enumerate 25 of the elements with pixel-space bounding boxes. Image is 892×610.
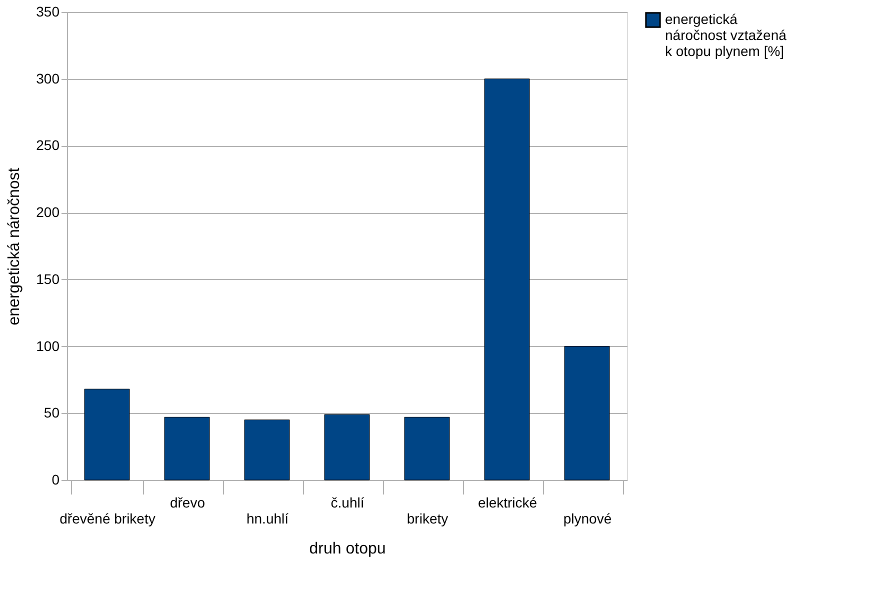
bar: [164, 416, 210, 480]
y-tick-label: 200: [36, 204, 60, 220]
bar: [324, 414, 370, 480]
bar: [84, 388, 130, 480]
bar: [484, 78, 530, 480]
x-tick-label: hn.uhlí: [246, 510, 289, 526]
y-axis-title: energetická náročnost: [6, 167, 24, 326]
y-tick-label: 100: [36, 338, 60, 354]
x-tick-label: č.uhlí: [330, 494, 364, 510]
x-tick-label: plynové: [563, 510, 612, 526]
bar: [404, 416, 450, 480]
x-axis-title: druh otopu: [309, 540, 386, 558]
bar: [244, 420, 290, 480]
legend-label: energetická náročnost vztažená k otopu plynem [%]: [665, 11, 787, 59]
bar: [564, 346, 610, 480]
y-tick-label: 300: [36, 70, 60, 86]
x-tick-label: dřevěné brikety: [60, 510, 156, 526]
y-tick-label: 250: [36, 137, 60, 154]
y-tick-label: 0: [52, 472, 60, 488]
x-tick-label: dřevo: [170, 494, 206, 510]
x-tick-label: elektrické: [478, 494, 538, 510]
y-tick-label: 350: [36, 4, 60, 20]
x-tick-label: brikety: [406, 510, 448, 526]
y-tick-label: 150: [36, 270, 60, 287]
y-tick-label: 50: [44, 404, 60, 421]
